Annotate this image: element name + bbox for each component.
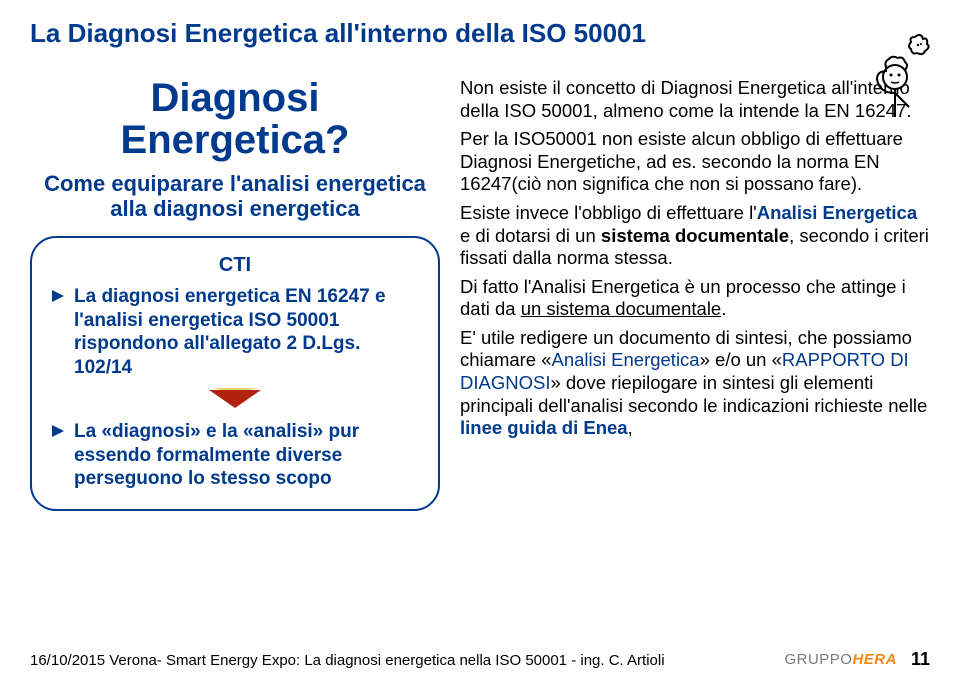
- subheading: Come equiparare l'analisi energetica all…: [30, 171, 440, 222]
- page-title: La Diagnosi Energetica all'interno della…: [30, 18, 930, 49]
- paragraph-4: Di fatto l'Analisi Energetica è un proce…: [460, 276, 930, 321]
- emph-analisi-energetica-2: Analisi Energetica: [552, 349, 700, 370]
- bullet-1: La diagnosi energetica EN 16247 e l'anal…: [50, 285, 420, 380]
- left-column: Diagnosi Energetica? Come equiparare l'a…: [30, 77, 440, 511]
- footer-right: GRUPPOHERA 11: [784, 649, 930, 670]
- heading-line2: Energetica?: [121, 118, 350, 162]
- emph-sistema-documentale: sistema documentale: [601, 225, 789, 246]
- paragraph-3: Esiste invece l'obbligo di effettuare l'…: [460, 202, 930, 270]
- logo-gruppo: GRUPPO: [784, 651, 852, 668]
- heading-line1: Diagnosi: [151, 76, 320, 120]
- underline-sistema-documentale: un sistema documentale: [521, 298, 722, 319]
- bullet-mark-icon: [50, 422, 66, 446]
- arrow-down-icon: [50, 384, 420, 412]
- logo-gruppohera: GRUPPOHERA: [784, 651, 897, 668]
- paragraph-5: E' utile redigere un documento di sintes…: [460, 327, 930, 440]
- diagnosi-heading: Diagnosi Energetica?: [30, 77, 440, 161]
- bullet-2: La «diagnosi» e la «analisi» pur essendo…: [50, 420, 420, 491]
- logo-hera: HERA: [852, 651, 897, 668]
- thinking-person-icon: [865, 29, 935, 129]
- bullet-1-text: La diagnosi energetica EN 16247 e l'anal…: [74, 285, 420, 380]
- paragraph-1: Non esiste il concetto di Diagnosi Energ…: [460, 77, 930, 122]
- content-columns: Diagnosi Energetica? Come equiparare l'a…: [30, 77, 930, 511]
- paragraph-2: Per la ISO50001 non esiste alcun obbligo…: [460, 128, 930, 196]
- bullet-2-text: La «diagnosi» e la «analisi» pur essendo…: [74, 420, 420, 491]
- page-number: 11: [911, 649, 930, 670]
- emph-analisi-energetica: Analisi Energetica: [757, 202, 917, 223]
- cti-box: CTI La diagnosi energetica EN 16247 e l'…: [30, 236, 440, 511]
- cti-label: CTI: [50, 254, 420, 277]
- footer-text: 16/10/2015 Verona- Smart Energy Expo: La…: [30, 652, 665, 670]
- bullet-mark-icon: [50, 287, 66, 311]
- footer: 16/10/2015 Verona- Smart Energy Expo: La…: [30, 649, 930, 670]
- slide-page: La Diagnosi Energetica all'interno della…: [0, 0, 960, 684]
- emph-linee-guida-enea: linee guida di Enea: [460, 417, 628, 438]
- right-column: Non esiste il concetto di Diagnosi Energ…: [460, 77, 930, 511]
